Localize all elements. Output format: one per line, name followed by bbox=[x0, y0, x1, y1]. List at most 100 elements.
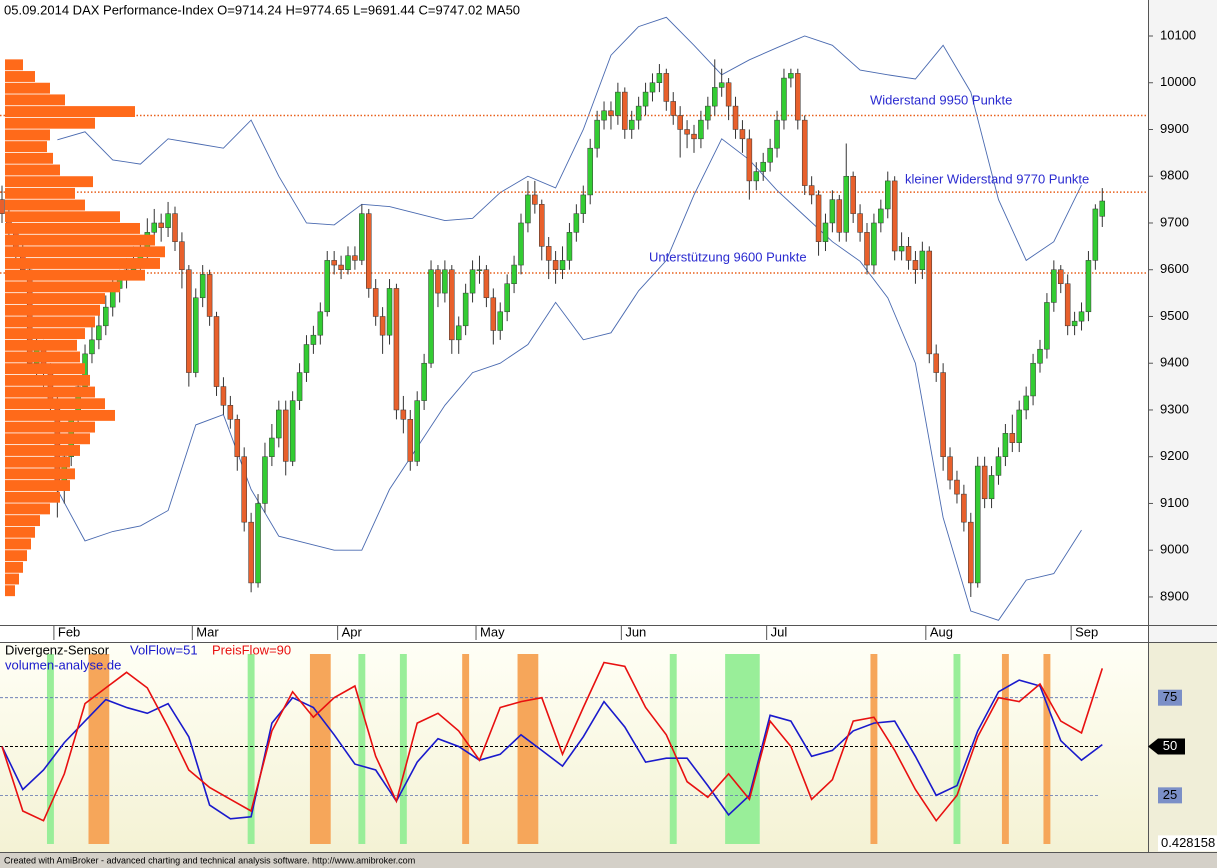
candle-body bbox=[1030, 362, 1036, 397]
candle-body bbox=[89, 339, 95, 355]
candle-body bbox=[504, 283, 510, 313]
candle-body bbox=[262, 456, 268, 504]
candle-body bbox=[753, 171, 760, 182]
candle-body bbox=[213, 316, 220, 387]
volume-profile-bar bbox=[5, 211, 120, 223]
candle-body bbox=[352, 255, 358, 261]
candle-body bbox=[1064, 283, 1071, 327]
footer-text: Created with AmiBroker - advanced charti… bbox=[4, 855, 415, 865]
candle-body bbox=[525, 194, 531, 224]
volume-profile-bar bbox=[5, 480, 70, 491]
indicator-subtitle: volumen-analyse.de bbox=[5, 657, 121, 672]
candle-body bbox=[296, 372, 303, 401]
candle-body bbox=[677, 115, 683, 130]
candle-body bbox=[372, 288, 379, 317]
volume-profile-bar bbox=[5, 374, 90, 386]
volume-profile-bar bbox=[5, 59, 23, 71]
candle-body bbox=[559, 260, 566, 270]
candle-body bbox=[435, 269, 441, 294]
price-plot: Widerstand 9950 Punkte kleiner Widerstand… bbox=[0, 16, 1148, 621]
candle-body bbox=[670, 101, 676, 116]
candle-body bbox=[954, 479, 960, 495]
candle-body bbox=[656, 73, 663, 83]
value-box bbox=[1158, 835, 1217, 852]
volume-profile-bar bbox=[5, 222, 140, 234]
candle-body bbox=[269, 437, 275, 457]
candle-body bbox=[179, 241, 185, 270]
volume-profile-bar bbox=[5, 94, 65, 106]
signal-band bbox=[1001, 654, 1009, 844]
volume-profile-bar bbox=[5, 433, 90, 445]
indicator-title: Divergenz-Sensor bbox=[5, 642, 110, 657]
candle-body bbox=[594, 119, 600, 149]
date-axis-area bbox=[0, 626, 1148, 642]
volume-profile-bar bbox=[5, 328, 85, 340]
x-tick-label: May bbox=[480, 624, 505, 639]
annotation: Widerstand 9950 Punkte bbox=[870, 92, 1012, 107]
signal-band bbox=[358, 654, 366, 844]
volume-profile-bar bbox=[5, 164, 60, 176]
annotation: Unterstützung 9600 Punkte bbox=[649, 249, 807, 264]
signal-band bbox=[399, 654, 407, 844]
candle-body bbox=[199, 274, 206, 299]
volume-profile-bar bbox=[5, 269, 145, 281]
candle-body bbox=[428, 269, 434, 364]
volume-profile-bar bbox=[5, 409, 115, 421]
candle-body bbox=[172, 213, 178, 242]
candle-body bbox=[608, 110, 614, 116]
candle-body bbox=[871, 222, 877, 266]
candle-body bbox=[995, 456, 1002, 476]
candle-body bbox=[1071, 320, 1078, 327]
volume-profile-bar bbox=[5, 445, 80, 456]
candle-body bbox=[483, 269, 490, 299]
candle-body bbox=[947, 456, 953, 481]
x-tick-label: Feb bbox=[58, 624, 80, 639]
candle-body bbox=[781, 77, 787, 121]
candle-body bbox=[891, 180, 898, 252]
volume-profile-bar bbox=[5, 141, 47, 153]
candle-body bbox=[705, 105, 711, 121]
candle-body bbox=[718, 82, 725, 88]
candle-body bbox=[532, 194, 538, 205]
candle-body bbox=[808, 185, 815, 196]
candle-body bbox=[926, 250, 933, 355]
volume-profile-bar bbox=[5, 234, 155, 246]
candle-body bbox=[864, 232, 870, 266]
y-tick-label: 9600 bbox=[1160, 261, 1189, 276]
candle-body bbox=[476, 269, 483, 271]
signal-band bbox=[870, 654, 878, 844]
axes: 8900 9000 9100 9200 9300 9400 9500 9600 9700 9800… bbox=[53, 27, 1217, 852]
volume-profile-bar bbox=[5, 585, 15, 597]
volume-profile-bar bbox=[5, 561, 23, 573]
bollinger-band bbox=[57, 16, 1082, 262]
candle-body bbox=[857, 213, 863, 233]
candle-body bbox=[421, 362, 427, 401]
candle-body bbox=[615, 91, 621, 116]
y-label-box bbox=[1158, 787, 1182, 804]
candle-body bbox=[234, 419, 241, 457]
candle-body bbox=[981, 465, 988, 500]
volume-profile-bar bbox=[5, 199, 85, 211]
y-tick-label: 9700 bbox=[1160, 214, 1189, 229]
candle-body bbox=[940, 372, 946, 457]
volume-profile-bar bbox=[5, 363, 85, 375]
volume-profile-bar bbox=[5, 129, 50, 141]
candle-body bbox=[310, 334, 317, 345]
candle-body bbox=[822, 222, 829, 242]
volume-profile-bar bbox=[5, 538, 31, 550]
candle-body bbox=[1051, 269, 1057, 303]
annotation: kleiner Widerstand 9770 Punkte bbox=[905, 171, 1089, 186]
y-tick-label: 25 bbox=[1163, 787, 1177, 802]
signal-band bbox=[1043, 654, 1051, 844]
candle-body bbox=[587, 147, 593, 196]
candle-body bbox=[1078, 311, 1085, 322]
candle-body bbox=[898, 246, 905, 252]
y-tick-label: 9100 bbox=[1160, 495, 1189, 510]
x-tick-label: Mar bbox=[196, 624, 219, 639]
candle-body bbox=[795, 73, 801, 121]
y-tick-label: 9500 bbox=[1160, 308, 1189, 323]
candle-body bbox=[725, 82, 732, 107]
candle-body bbox=[393, 288, 400, 411]
candle-body bbox=[151, 222, 157, 233]
candle-body bbox=[400, 409, 407, 420]
